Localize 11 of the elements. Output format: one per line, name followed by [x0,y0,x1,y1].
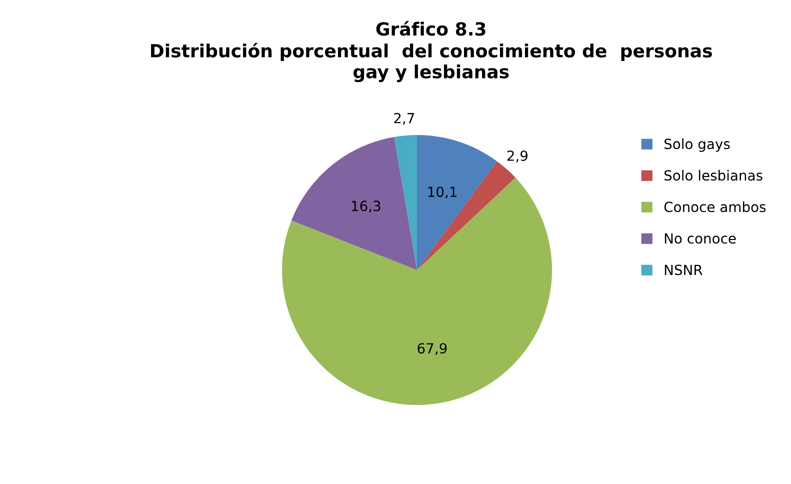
data-label: 67,9 [418,343,447,356]
data-label: 2,7 [394,112,414,125]
chart-title: Gráfico 8.3 Distribución porcentual del conocimiento de personas gay y lesbianas [151,21,712,82]
data-label: 2,9 [507,150,528,162]
legend-label: Conoce ambos [664,201,766,212]
legend-label: No conoce [664,233,736,244]
legend-label: Solo lesbianas [664,170,762,181]
legend-label: Solo gays [664,138,730,152]
legend-label: NSNR [664,264,702,276]
data-label: 16,3 [352,200,380,213]
data-label: 10,1 [428,186,456,198]
